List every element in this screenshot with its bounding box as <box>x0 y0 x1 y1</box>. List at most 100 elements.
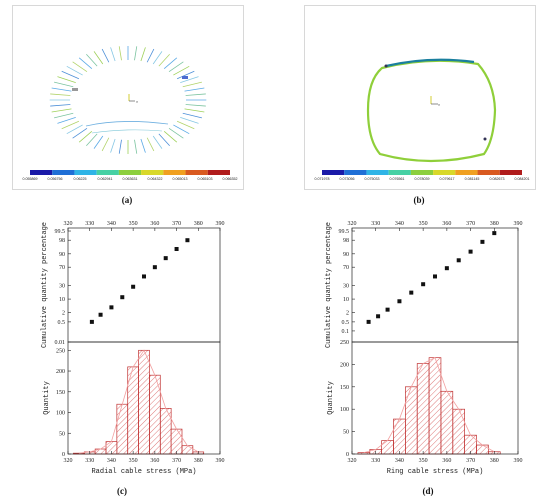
x-tick-label: 340 <box>395 458 404 464</box>
x-tick-label: 350 <box>419 458 428 464</box>
data-point <box>89 319 94 324</box>
svg-text:×: × <box>136 100 138 104</box>
colorbar-swatch <box>410 170 434 175</box>
chart-d-histogram: 320 330 340 350 360 370 380 390 0 50 100 150 200 250 R… <box>327 340 523 476</box>
histogram-bar <box>116 403 129 455</box>
radial-cable <box>180 116 199 124</box>
data-point <box>468 249 473 254</box>
radial-cable <box>173 124 190 135</box>
radial-cable <box>182 81 202 88</box>
data-point <box>142 274 146 279</box>
histogram-bar <box>181 445 194 455</box>
data-point <box>492 231 497 236</box>
x-tick-label: 380 <box>490 221 499 227</box>
data-point <box>120 295 125 300</box>
colorbar-tick-label: 0.066352 <box>223 177 238 181</box>
data-point <box>109 305 114 310</box>
x-tick-label: 330 <box>371 458 380 464</box>
x-tick-label: 320 <box>64 221 73 227</box>
y-tick-label: 200 <box>56 369 65 375</box>
y-tick-label: 70 <box>59 265 65 271</box>
x-tick-label: 340 <box>107 458 116 464</box>
x-tick-label: 330 <box>371 221 380 227</box>
axis-triad-icon: × <box>128 94 138 104</box>
radial-cable <box>168 61 184 73</box>
x-tick-label: 360 <box>442 221 451 227</box>
data-point <box>98 312 103 317</box>
cable-arc-lower <box>85 121 169 127</box>
data-point <box>409 290 414 295</box>
y-tick-label: 30 <box>343 284 349 290</box>
histogram-bar <box>393 418 406 455</box>
data-point <box>163 256 168 261</box>
y-tick-label: 99.5 <box>339 229 350 235</box>
y-axis-label: Cumulative quantity percentage <box>41 222 49 348</box>
panel-label-c: (c) <box>117 486 127 496</box>
y-tick-label: 98 <box>59 238 65 244</box>
x-tick-label: 390 <box>514 221 523 227</box>
radial-cable <box>86 54 98 67</box>
colorbar-swatch <box>141 170 164 175</box>
radial-cable <box>163 57 178 70</box>
colorbar-swatch <box>433 170 456 175</box>
colorbar-swatch <box>118 170 142 175</box>
x-axis-label: Radial cable stress (MPa) <box>91 468 196 476</box>
radial-cable <box>158 54 170 67</box>
colorbar-tick-label: 0.055869 <box>23 177 38 181</box>
colorbar-tick-label: 0.075033 <box>365 177 380 181</box>
colorbar-swatch <box>477 170 500 175</box>
colorbar-tick-label: 0.076561 <box>390 177 405 181</box>
y-tick-label: 70 <box>343 265 349 271</box>
y-tick-label: 250 <box>340 340 349 346</box>
colorbar-tick-label: 0.071978 <box>315 177 330 181</box>
chart-c-probability: 320 330 340 350 360 370 380 390 0.01 0.5 2 10 30 70 90… <box>41 221 225 348</box>
y-tick-label: 100 <box>340 407 349 413</box>
colorbar-swatch <box>344 170 367 175</box>
y-tick-label: 2 <box>62 311 65 317</box>
colorbar-b-labels: 0.071978 0.073056 0.075033 0.076561 0.078039… <box>315 177 530 181</box>
radial-cable <box>57 76 76 84</box>
radial-cable <box>101 137 110 152</box>
colorbar-swatch <box>455 170 478 175</box>
y-tick-label: 150 <box>340 385 349 391</box>
colorbar-swatch <box>207 170 230 175</box>
radial-cable <box>57 116 76 124</box>
radial-cable <box>180 76 199 84</box>
data-point <box>444 266 449 271</box>
histogram-bar <box>428 357 442 455</box>
radial-cable <box>93 135 104 149</box>
y-tick-label: 2 <box>346 311 349 317</box>
colorbar-tick-label: 0.064322 <box>148 177 163 181</box>
y-tick-label: 200 <box>340 362 349 368</box>
x-tick-label: 370 <box>466 221 475 227</box>
data-point <box>174 246 179 251</box>
x-axis-label: Ring cable stress (MPa) <box>387 468 484 476</box>
radial-cable <box>118 139 122 154</box>
radial-cable <box>168 127 184 139</box>
y-tick-label: 10 <box>59 297 65 303</box>
x-tick-label: 370 <box>466 458 475 464</box>
chart-d-probability: 320 330 340 350 360 370 380 390 0.1 0.5 2 10 30 70 90 9… <box>325 221 523 348</box>
data-point <box>433 274 437 279</box>
radial-cable <box>184 108 205 113</box>
radial-cable <box>158 133 170 146</box>
y-tick-label: 0.5 <box>58 320 66 326</box>
plot-frame <box>67 341 221 455</box>
colorbar-swatch <box>74 170 97 175</box>
panel-label-b: (b) <box>414 195 425 205</box>
data-point <box>152 265 157 270</box>
radial-cable <box>51 108 72 113</box>
radial-cable <box>146 137 155 152</box>
colorbar-tick-label: 0.082673 <box>490 177 505 181</box>
radial-cable <box>50 104 71 107</box>
x-tick-label: 360 <box>150 458 159 464</box>
y-tick-label: 50 <box>343 430 349 436</box>
radial-cable <box>86 133 98 146</box>
panel-b-model: × 0.071978 0.073056 0.075033 0.076561 0.0780… <box>315 58 530 181</box>
plot-frame <box>67 227 221 343</box>
y-tick-label: 100 <box>56 411 65 417</box>
plot-frame <box>351 341 519 455</box>
radial-cable <box>176 70 195 80</box>
x-tick-label: 370 <box>172 458 181 464</box>
radial-cable <box>163 130 178 143</box>
